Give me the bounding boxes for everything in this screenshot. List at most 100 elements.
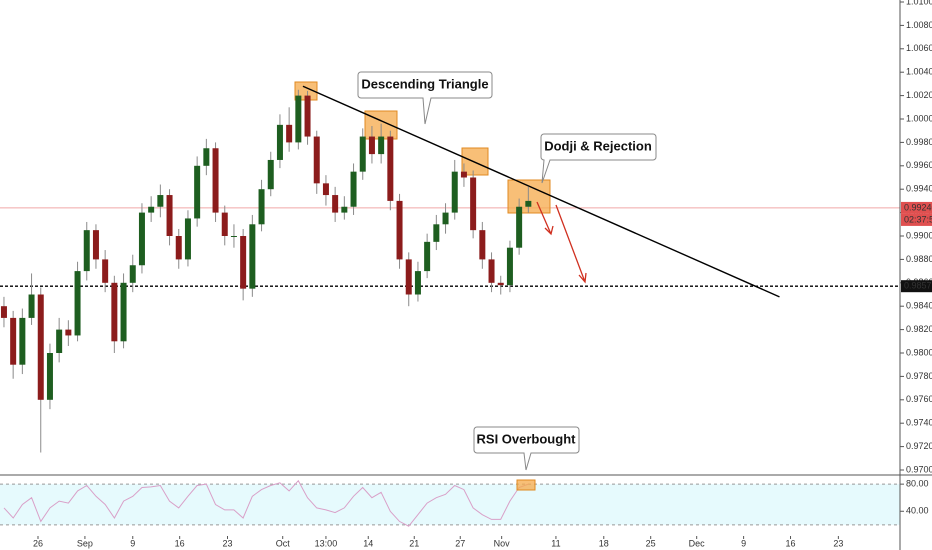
rsi-line (3, 479, 529, 527)
x-tick-label: 21 (409, 538, 419, 548)
candle-body (37, 294, 44, 400)
x-tick-label: Dec (689, 538, 706, 548)
candle-body (258, 189, 265, 225)
candle-body (295, 95, 302, 143)
candle-body (212, 148, 219, 213)
candle-body (442, 212, 449, 225)
candle-body (470, 177, 477, 231)
y-tick-label: 1.00800 (906, 20, 932, 30)
candle-body (56, 329, 63, 353)
candle-body (120, 282, 127, 342)
y-tick-label: 1.00200 (906, 90, 932, 100)
callout-box (540, 133, 657, 184)
x-tick-label: 11 (551, 538, 560, 548)
candle-body (378, 136, 385, 155)
x-tick-label: 16 (786, 538, 796, 548)
callout-box (473, 426, 580, 471)
candle-body (497, 282, 504, 286)
y-tick-label: 0.99800 (906, 137, 932, 147)
annotation: Dodji & Rejection (544, 138, 652, 153)
callout-box (357, 71, 493, 125)
candle-body (203, 148, 210, 166)
candle-body (479, 230, 486, 260)
rsi-tick-label: 40.00 (906, 506, 929, 516)
candle-body (74, 271, 81, 336)
candle-body (525, 200, 532, 207)
price-tag (901, 213, 932, 226)
x-tick-label: 16 (175, 538, 185, 548)
candle-body (230, 236, 237, 237)
candle-body (341, 206, 348, 213)
arrow (555, 204, 587, 284)
candle-body (368, 136, 375, 155)
candle-body (138, 212, 145, 266)
candle-body (350, 171, 357, 207)
trendline (302, 85, 780, 298)
x-tick-label: Sep (77, 538, 93, 548)
annotation: Descending Triangle (361, 76, 488, 91)
price-tag (901, 280, 932, 293)
candle-body (249, 224, 256, 289)
rsi-band (0, 484, 900, 525)
highlight-box (461, 147, 489, 176)
candle-body (111, 282, 118, 342)
x-tick-label: 9 (130, 538, 135, 548)
x-tick-label: Oct (276, 538, 291, 548)
annotation: RSI Overbought (477, 431, 577, 446)
candle-body (157, 195, 164, 207)
candle-body (414, 271, 421, 295)
highlight-box (516, 479, 536, 491)
candle-body (10, 317, 17, 365)
x-tick-label: 9 (741, 538, 746, 548)
x-tick-label: 14 (363, 538, 373, 548)
candle-body (240, 236, 247, 289)
x-tick-label: 18 (599, 538, 609, 548)
price-tag-label: 02:37:59 (904, 214, 932, 224)
candle-body (175, 236, 182, 260)
arrow (536, 201, 554, 236)
rsi-tick-label: 80.00 (906, 479, 929, 489)
candle-body (359, 136, 366, 172)
candle-body (28, 294, 35, 318)
x-tick-label: 13:00 (315, 538, 338, 548)
candle-body (92, 230, 99, 260)
candle-body (433, 224, 440, 242)
y-tick-label: 1.00600 (906, 43, 932, 53)
candle-body (424, 241, 431, 272)
candle-body (322, 183, 329, 196)
candle-body (19, 317, 26, 365)
price-tag (901, 201, 932, 214)
candle-body (102, 259, 109, 283)
candle-body (405, 259, 412, 295)
x-tick-label: 26 (33, 538, 43, 548)
candle-body (129, 265, 136, 283)
x-tick-label: 27 (455, 538, 465, 548)
candle-body (148, 206, 155, 213)
candle-body (221, 212, 228, 236)
candle-body (194, 165, 201, 219)
x-tick-label: 23 (833, 538, 843, 548)
callouts: Descending Triangle Dodji & Rejection RS… (357, 71, 657, 471)
candle-body (276, 124, 283, 160)
candle-body (451, 171, 458, 213)
candle-body (332, 195, 339, 213)
candle-body (460, 171, 467, 178)
candle-body (506, 247, 513, 286)
candle-body (267, 159, 274, 190)
candle-body (65, 329, 72, 336)
highlight-box (507, 179, 551, 214)
candle-body (46, 353, 53, 400)
candle-body (184, 218, 191, 260)
y-tick-label: 1.01000 (906, 0, 932, 6)
x-tick-label: Nov (494, 538, 511, 548)
